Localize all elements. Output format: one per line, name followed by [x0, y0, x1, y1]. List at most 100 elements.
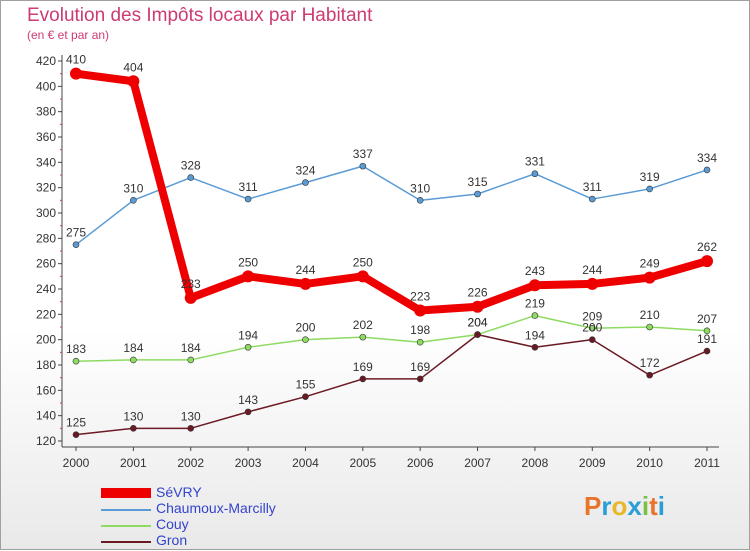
series-line-1: [75, 165, 708, 246]
y-tick-label: 300: [36, 206, 56, 220]
data-label: 250: [238, 255, 258, 269]
data-label: 155: [295, 378, 315, 392]
data-label: 130: [123, 409, 143, 423]
data-label: 311: [239, 180, 258, 194]
x-tick-label: 2008: [522, 456, 549, 470]
data-label: 143: [238, 393, 258, 407]
data-label: 194: [238, 328, 258, 342]
data-point: [127, 75, 140, 88]
y-tick-label: 220: [36, 307, 56, 321]
data-label: 204: [468, 316, 488, 330]
data-label: 410: [66, 53, 86, 67]
data-label: 243: [525, 264, 545, 278]
data-label: 311: [583, 180, 602, 194]
chart-subtitle: (en € et par an): [27, 28, 110, 42]
series-line-0: [72, 69, 711, 315]
x-tick-label: 2006: [407, 456, 434, 470]
data-label: 334: [697, 151, 717, 165]
data-point: [646, 371, 653, 379]
x-tick-label: 2002: [177, 456, 204, 470]
data-point: [528, 279, 541, 292]
legend-swatch-couy: [101, 525, 151, 527]
data-label: 125: [66, 416, 86, 430]
data-point: [187, 174, 195, 181]
data-label: 328: [181, 159, 201, 173]
data-label: 183: [66, 342, 86, 356]
x-tick-label: 2005: [349, 456, 376, 470]
data-point: [187, 356, 195, 364]
data-label: 184: [181, 341, 201, 355]
data-point: [471, 300, 484, 313]
x-tick-label: 2011: [694, 456, 720, 470]
data-point: [416, 375, 424, 383]
data-point: [586, 277, 599, 290]
data-point: [643, 271, 656, 284]
data-point: [474, 190, 481, 198]
data-point: [244, 343, 252, 351]
y-tick-label: 280: [36, 231, 56, 245]
data-point: [703, 166, 711, 174]
y-tick-label: 400: [36, 79, 56, 93]
x-tick-label: 2007: [464, 456, 491, 470]
data-point: [416, 338, 424, 346]
data-label: 191: [697, 332, 717, 346]
data-point: [302, 393, 309, 400]
data-label: 310: [123, 181, 143, 195]
data-point: [531, 312, 539, 319]
data-label: 244: [582, 263, 602, 277]
logo-letter: x: [627, 491, 642, 521]
legend-swatch-gron: [101, 541, 151, 543]
y-tick-label: 360: [36, 130, 56, 144]
data-label: 219: [525, 297, 545, 311]
data-label: 210: [640, 308, 660, 322]
data-point: [588, 336, 596, 343]
y-tick-label: 160: [36, 383, 56, 397]
data-point: [70, 67, 82, 80]
data-point: [302, 336, 309, 343]
data-point: [474, 331, 481, 338]
logo-letter: r: [601, 491, 612, 521]
data-point: [588, 324, 596, 332]
series-line-2: [75, 314, 708, 362]
legend-label-sevry: SéVRY: [156, 484, 202, 500]
data-point: [703, 327, 711, 335]
x-tick-label: 2003: [235, 456, 262, 470]
data-label: 324: [295, 164, 315, 178]
y-tick-label: 260: [36, 257, 56, 271]
data-label: 226: [468, 286, 488, 300]
legend-label-gron: Gron: [156, 532, 188, 548]
data-label: 209: [582, 309, 602, 323]
y-tick-label: 340: [36, 155, 56, 169]
x-tick-label: 2000: [63, 456, 90, 470]
y-tick-label: 380: [36, 105, 56, 119]
data-point: [646, 323, 653, 331]
data-label: 204: [468, 316, 488, 330]
legend-label-couy: Couy: [156, 516, 189, 532]
legend-swatch-chaumoux-marcilly: [101, 509, 151, 511]
data-point: [356, 270, 369, 283]
legend-label-chaumoux-marcilly: Chaumoux-Marcilly: [156, 500, 276, 516]
data-label: 207: [697, 312, 717, 326]
chart-title: Evolution des Impôts locaux par Habitant: [27, 5, 373, 26]
data-point: [359, 162, 367, 170]
data-point: [646, 185, 653, 193]
data-label: 244: [295, 263, 315, 277]
data-point: [72, 357, 80, 365]
data-label: 331: [525, 155, 545, 169]
data-label: 172: [640, 356, 660, 370]
data-label: 337: [353, 147, 373, 161]
y-tick-label: 180: [36, 358, 56, 372]
data-point: [184, 291, 197, 304]
data-point: [130, 356, 137, 364]
data-label: 169: [410, 360, 430, 374]
data-label: 233: [181, 277, 201, 291]
data-point: [414, 304, 427, 317]
y-tick-label: 140: [36, 409, 56, 423]
data-point: [416, 197, 424, 204]
x-tick-label: 2009: [579, 456, 606, 470]
data-label: 194: [525, 328, 545, 342]
data-label: 275: [66, 226, 86, 240]
data-label: 130: [181, 409, 201, 423]
